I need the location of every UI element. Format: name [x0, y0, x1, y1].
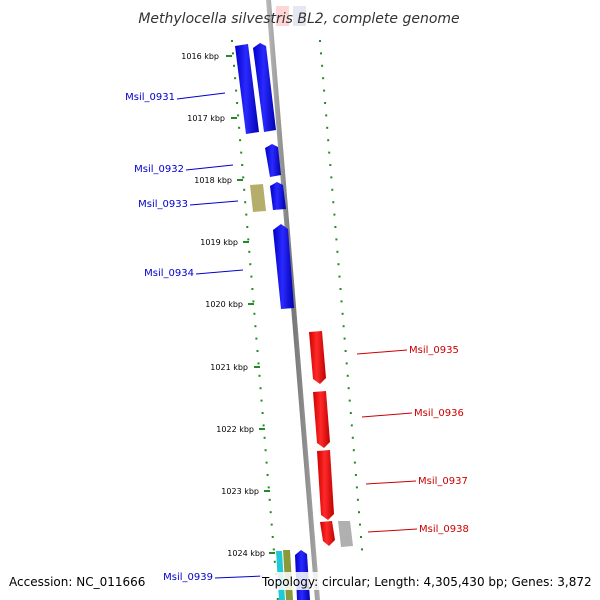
- gene-msil-0934[interactable]: [273, 224, 294, 309]
- gene-msil-0935[interactable]: [309, 331, 326, 384]
- right-tick-rail: [319, 40, 363, 551]
- faded-feature-top-gray: [293, 6, 306, 26]
- reverse-genes: [309, 331, 335, 546]
- tick-label-1019: 1019 kbp: [200, 238, 238, 247]
- gene-msil-0932[interactable]: [265, 144, 281, 177]
- feature-olive[interactable]: [250, 184, 266, 212]
- footer-topology-backdrop: [260, 572, 594, 590]
- tick-label-1022: 1022 kbp: [216, 425, 254, 434]
- tick-label-1020: 1020 kbp: [205, 300, 243, 309]
- kbp-scale: 1016 kbp 1017 kbp 1018 kbp 1019 kbp 1020…: [181, 52, 275, 558]
- gene-msil-0936[interactable]: [313, 391, 330, 448]
- tick-label-1018: 1018 kbp: [194, 176, 232, 185]
- label-msil-0932[interactable]: Msil_0932: [134, 164, 184, 175]
- feature-gray[interactable]: [338, 521, 353, 547]
- gene-msil-0931-a[interactable]: [235, 44, 259, 134]
- left-tick-rail: [231, 40, 279, 600]
- reverse-gene-labels: Msil_0935 Msil_0936 Msil_0937 Msil_0938: [356, 345, 469, 535]
- tick-label-1024: 1024 kbp: [227, 549, 265, 558]
- gene-msil-0933[interactable]: [270, 182, 286, 210]
- tick-label-1016: 1016 kbp: [181, 52, 219, 61]
- forward-genes: [235, 43, 310, 600]
- label-msil-0931[interactable]: Msil_0931: [125, 92, 175, 103]
- gene-msil-0938[interactable]: [320, 521, 335, 546]
- gene-msil-0931-b[interactable]: [253, 43, 276, 132]
- tick-label-1021: 1021 kbp: [210, 363, 248, 372]
- tick-label-1017: 1017 kbp: [187, 114, 225, 123]
- label-msil-0938[interactable]: Msil_0938: [419, 524, 469, 535]
- label-msil-0934[interactable]: Msil_0934: [144, 268, 194, 279]
- map-title: Methylocella silvestris BL2, complete ge…: [138, 11, 459, 27]
- gene-msil-0937[interactable]: [317, 450, 334, 520]
- label-msil-0935[interactable]: Msil_0935: [409, 345, 459, 356]
- topology-text: Topology: circular; Length: 4,305,430 bp…: [261, 575, 592, 589]
- label-msil-0939[interactable]: Msil_0939: [163, 572, 213, 583]
- faded-feature-top-red: [276, 6, 289, 26]
- label-msil-0933[interactable]: Msil_0933: [138, 199, 188, 210]
- label-msil-0936[interactable]: Msil_0936: [414, 408, 464, 419]
- forward-gene-labels: Msil_0931 Msil_0932 Msil_0933 Msil_0934 …: [125, 92, 264, 583]
- label-msil-0937[interactable]: Msil_0937: [418, 476, 468, 487]
- accession-text: Accession: NC_011666: [9, 575, 145, 589]
- tick-label-1023: 1023 kbp: [221, 487, 259, 496]
